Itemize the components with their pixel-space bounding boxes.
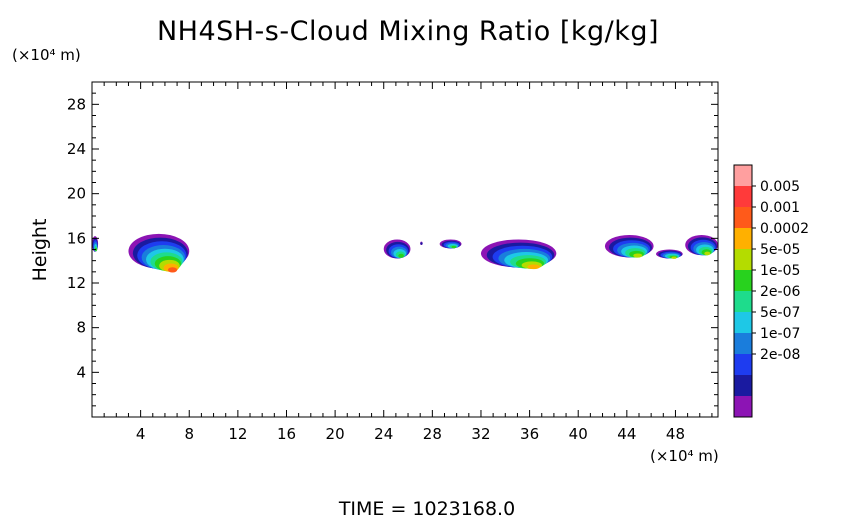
y-tick-label: 20: [67, 185, 86, 203]
colorbar-label: 0.005: [760, 179, 800, 195]
cloud-patch: [128, 233, 190, 273]
cloud-contour: [527, 264, 541, 270]
colorbar-label: 1e-05: [760, 263, 800, 279]
x-tick-label: 4: [136, 425, 146, 443]
colorbar-swatch: [734, 312, 752, 334]
colorbar-swatch: [734, 354, 752, 376]
colorbar: 0.005 0.001 0.0002 5e-05 1e-05 2e-06 5e-07 1e-0…: [733, 164, 809, 418]
colorbar-label: 5e-07: [760, 305, 800, 321]
cloud-patch: [420, 241, 423, 246]
cloud-patch: [439, 239, 462, 249]
colorbar-label: 1e-07: [760, 326, 800, 342]
x-tick-label: 44: [617, 425, 636, 443]
chart-title: NH4SH-s-Cloud Mixing Ratio [kg/kg]: [157, 16, 659, 47]
x-axis-ticks: 4 8 12 16 20 24 28 32 36 40 44 48: [103, 82, 713, 443]
cloud-contour: [420, 242, 423, 245]
x-tick-label: 16: [277, 425, 296, 443]
x-tick-label: 24: [374, 425, 393, 443]
y-axis-unit: (×10⁴ m): [12, 46, 81, 64]
colorbar-label: 5e-05: [760, 242, 800, 258]
colorbar-label: 0.0002: [760, 221, 809, 237]
cloud-contour: [704, 251, 711, 256]
colorbar-swatch: [734, 333, 752, 355]
cloud-patch: [656, 249, 683, 259]
colorbar-label: 2e-06: [760, 284, 800, 300]
cloud-contour: [633, 253, 643, 258]
cloud-contour: [167, 267, 178, 273]
colorbar-swatch: [734, 249, 752, 271]
colorbar-swatch: [734, 186, 752, 208]
y-tick-label: 16: [67, 229, 86, 247]
x-tick-label: 32: [471, 425, 490, 443]
y-tick-label: 12: [67, 274, 86, 292]
y-tick-label: 4: [76, 363, 86, 381]
plot-frame: [91, 81, 719, 418]
colorbar-swatch: [734, 207, 752, 229]
x-axis-unit: (×10⁴ m): [650, 447, 719, 465]
colorbar-label: 0.001: [760, 200, 800, 216]
x-tick-label: 28: [423, 425, 442, 443]
colorbar-swatch: [734, 291, 752, 313]
cloud-patch: [92, 236, 99, 252]
y-axis-label: Height: [29, 219, 51, 282]
y-tick-label: 8: [76, 319, 86, 337]
cloud-patch: [383, 239, 411, 259]
cloud-contour: [398, 253, 404, 258]
cloud-contour: [671, 256, 677, 259]
y-axis-ticks: 4 8 12 16 20 24 28: [67, 92, 718, 407]
x-tick-label: 20: [326, 425, 345, 443]
colorbar-swatch: [734, 270, 752, 292]
colorbar-swatch: [734, 228, 752, 250]
y-tick-label: 24: [67, 140, 86, 158]
cloud-patch: [685, 234, 718, 256]
cloud-patch: [480, 239, 557, 270]
time-label: TIME = 1023168.0: [338, 498, 515, 519]
x-tick-label: 8: [184, 425, 194, 443]
colorbar-swatch: [734, 396, 752, 418]
colorbar-label: 2e-08: [760, 347, 800, 363]
cloud-patch: [604, 234, 654, 258]
x-tick-label: 40: [569, 425, 588, 443]
cloud-field: [92, 233, 718, 273]
x-tick-label: 36: [520, 425, 539, 443]
colorbar-swatch: [734, 375, 752, 397]
cloud-contour: [451, 245, 457, 249]
x-tick-label: 48: [666, 425, 685, 443]
y-tick-label: 28: [67, 95, 86, 113]
colorbar-swatch: [734, 165, 752, 187]
x-tick-label: 12: [228, 425, 247, 443]
